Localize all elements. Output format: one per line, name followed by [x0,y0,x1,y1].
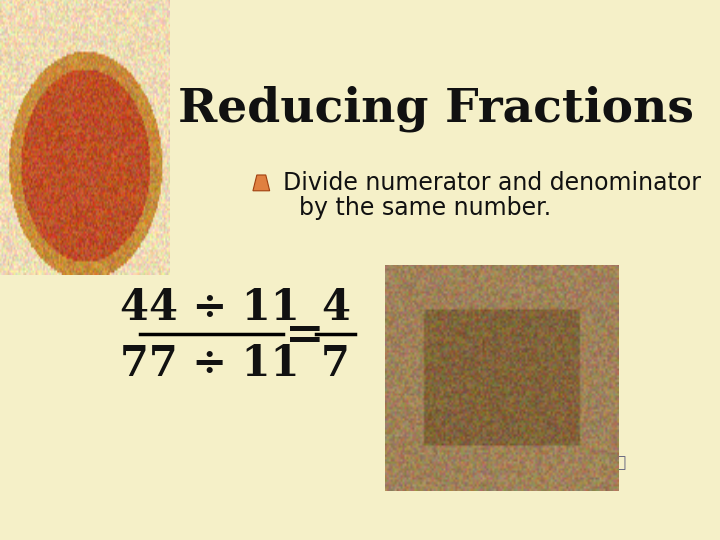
Text: 44 ÷ 11: 44 ÷ 11 [120,287,300,329]
Text: Divide numerator and denominator: Divide numerator and denominator [282,171,701,195]
Text: Reducing Fractions: Reducing Fractions [178,85,694,132]
Text: 77 ÷ 11: 77 ÷ 11 [120,343,300,385]
Text: =: = [285,313,325,359]
Text: 🔈: 🔈 [616,455,626,470]
Text: by the same number.: by the same number. [300,196,552,220]
Text: 4: 4 [321,287,350,329]
Polygon shape [253,175,270,191]
Text: 7: 7 [321,343,350,385]
